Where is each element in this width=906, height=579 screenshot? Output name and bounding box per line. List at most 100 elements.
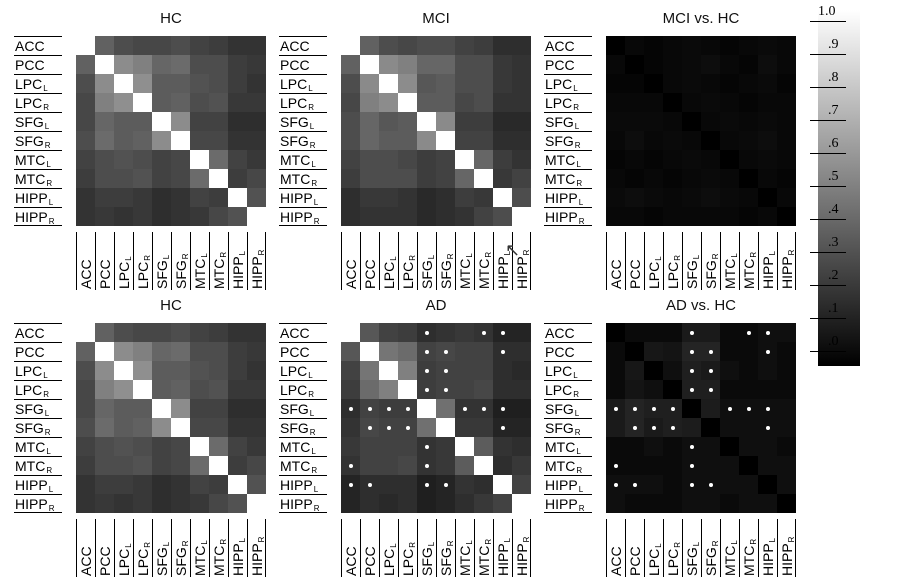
significance-dot — [424, 387, 429, 392]
heatmap-cell — [644, 188, 663, 207]
heatmap-cell — [512, 380, 531, 399]
heatmap-cell — [701, 323, 720, 342]
region-label-text: ACC — [343, 259, 359, 289]
region-label-subscript: L — [389, 543, 398, 548]
heatmap-cell — [606, 36, 625, 55]
row-label: HIPPR — [544, 207, 592, 226]
heatmap-cell — [379, 131, 398, 150]
heatmap-cell — [474, 494, 493, 513]
heatmap-cell — [247, 188, 266, 207]
heatmap-cell — [341, 437, 360, 456]
heatmap-cell — [625, 131, 644, 150]
significance-dot — [651, 406, 656, 411]
heatmap-cell — [455, 342, 474, 361]
heatmap-cell — [133, 475, 152, 494]
heatmap-cell — [512, 55, 531, 74]
heatmap-cell — [379, 207, 398, 226]
heatmap-cell — [720, 456, 739, 475]
heatmap-cell — [512, 475, 531, 494]
region-label-subscript: R — [446, 540, 455, 547]
heatmap-cell — [209, 74, 228, 93]
heatmap-cell — [133, 74, 152, 93]
heatmap-cell — [777, 342, 796, 361]
region-label-subscript: L — [503, 537, 512, 543]
heatmap-cell — [152, 437, 171, 456]
significance-dot — [632, 482, 637, 487]
heatmap-cell — [171, 342, 190, 361]
column-label: LPCR — [663, 519, 682, 577]
heatmap-cell — [777, 207, 796, 226]
heatmap-cell — [777, 150, 796, 169]
heatmap-cell — [209, 418, 228, 437]
heatmap-cell — [360, 380, 379, 399]
region-label-text: MTC — [545, 458, 576, 474]
heatmap-grid — [606, 36, 796, 226]
region-label-text: HIPP — [249, 256, 265, 289]
heatmap-cell — [247, 456, 266, 475]
heatmap-cell — [720, 188, 739, 207]
heatmap-cell — [114, 361, 133, 380]
column-label: MTCR — [739, 232, 758, 290]
heatmap-cell — [436, 74, 455, 93]
heatmap-cell — [682, 36, 701, 55]
heatmap-cell — [663, 55, 682, 74]
heatmap-cell — [417, 169, 436, 188]
heatmap-cell — [493, 456, 512, 475]
column-label: HIPPR — [247, 232, 266, 290]
significance-dot — [500, 330, 505, 335]
heatmap-cell — [190, 207, 209, 226]
heatmap-cell — [228, 475, 247, 494]
region-label-subscript: L — [573, 371, 578, 380]
heatmap-cell — [436, 150, 455, 169]
region-label-subscript: R — [311, 466, 318, 475]
region-label-text: MTC — [722, 545, 738, 576]
heatmap-cell — [171, 456, 190, 475]
column-label: LPCL — [644, 519, 663, 577]
heatmap-cell — [758, 169, 777, 188]
heatmap-cell — [360, 74, 379, 93]
region-label-subscript: R — [711, 253, 720, 260]
heatmap-cell — [398, 380, 417, 399]
heatmap-cell — [663, 131, 682, 150]
heatmap-cell — [379, 380, 398, 399]
row-label: LPCR — [279, 93, 327, 112]
region-label-subscript: R — [219, 538, 228, 545]
region-label-subscript: L — [46, 160, 51, 169]
row-label: SFGR — [279, 418, 327, 437]
heatmap-cell — [171, 188, 190, 207]
region-label-text: SFG — [684, 260, 700, 289]
significance-dot — [367, 482, 372, 487]
heatmap-cell — [512, 437, 531, 456]
colorbar-tick-line — [810, 318, 846, 319]
heatmap-cell — [474, 456, 493, 475]
heatmap-cell — [133, 399, 152, 418]
region-label-text: SFG — [419, 547, 435, 576]
heatmap-cell — [682, 399, 701, 418]
column-label: PCC — [95, 232, 114, 290]
heatmap-cell — [247, 437, 266, 456]
region-label-text: SFG — [545, 133, 574, 149]
heatmap-cell — [209, 93, 228, 112]
significance-dot — [689, 444, 694, 449]
heatmap-cell — [777, 456, 796, 475]
heatmap-cell — [682, 150, 701, 169]
heatmap-cell — [209, 55, 228, 74]
row-label: PCC — [279, 342, 327, 361]
region-label-text: HIPP — [545, 477, 578, 493]
heatmap-cell — [114, 169, 133, 188]
heatmap-cell — [133, 437, 152, 456]
column-label: LPCR — [663, 232, 682, 290]
significance-dot — [424, 463, 429, 468]
heatmap-cell — [417, 418, 436, 437]
heatmap-cell — [493, 475, 512, 494]
region-label-subscript: L — [730, 253, 739, 258]
heatmap-cell — [114, 475, 133, 494]
significance-dot — [443, 482, 448, 487]
region-label-subscript: R — [43, 390, 50, 399]
heatmap-cell — [701, 112, 720, 131]
significance-dot — [689, 330, 694, 335]
heatmap-cell — [644, 55, 663, 74]
heatmap-cell — [190, 475, 209, 494]
region-label-text: LPC — [280, 95, 308, 111]
row-label: MTCR — [14, 169, 62, 188]
